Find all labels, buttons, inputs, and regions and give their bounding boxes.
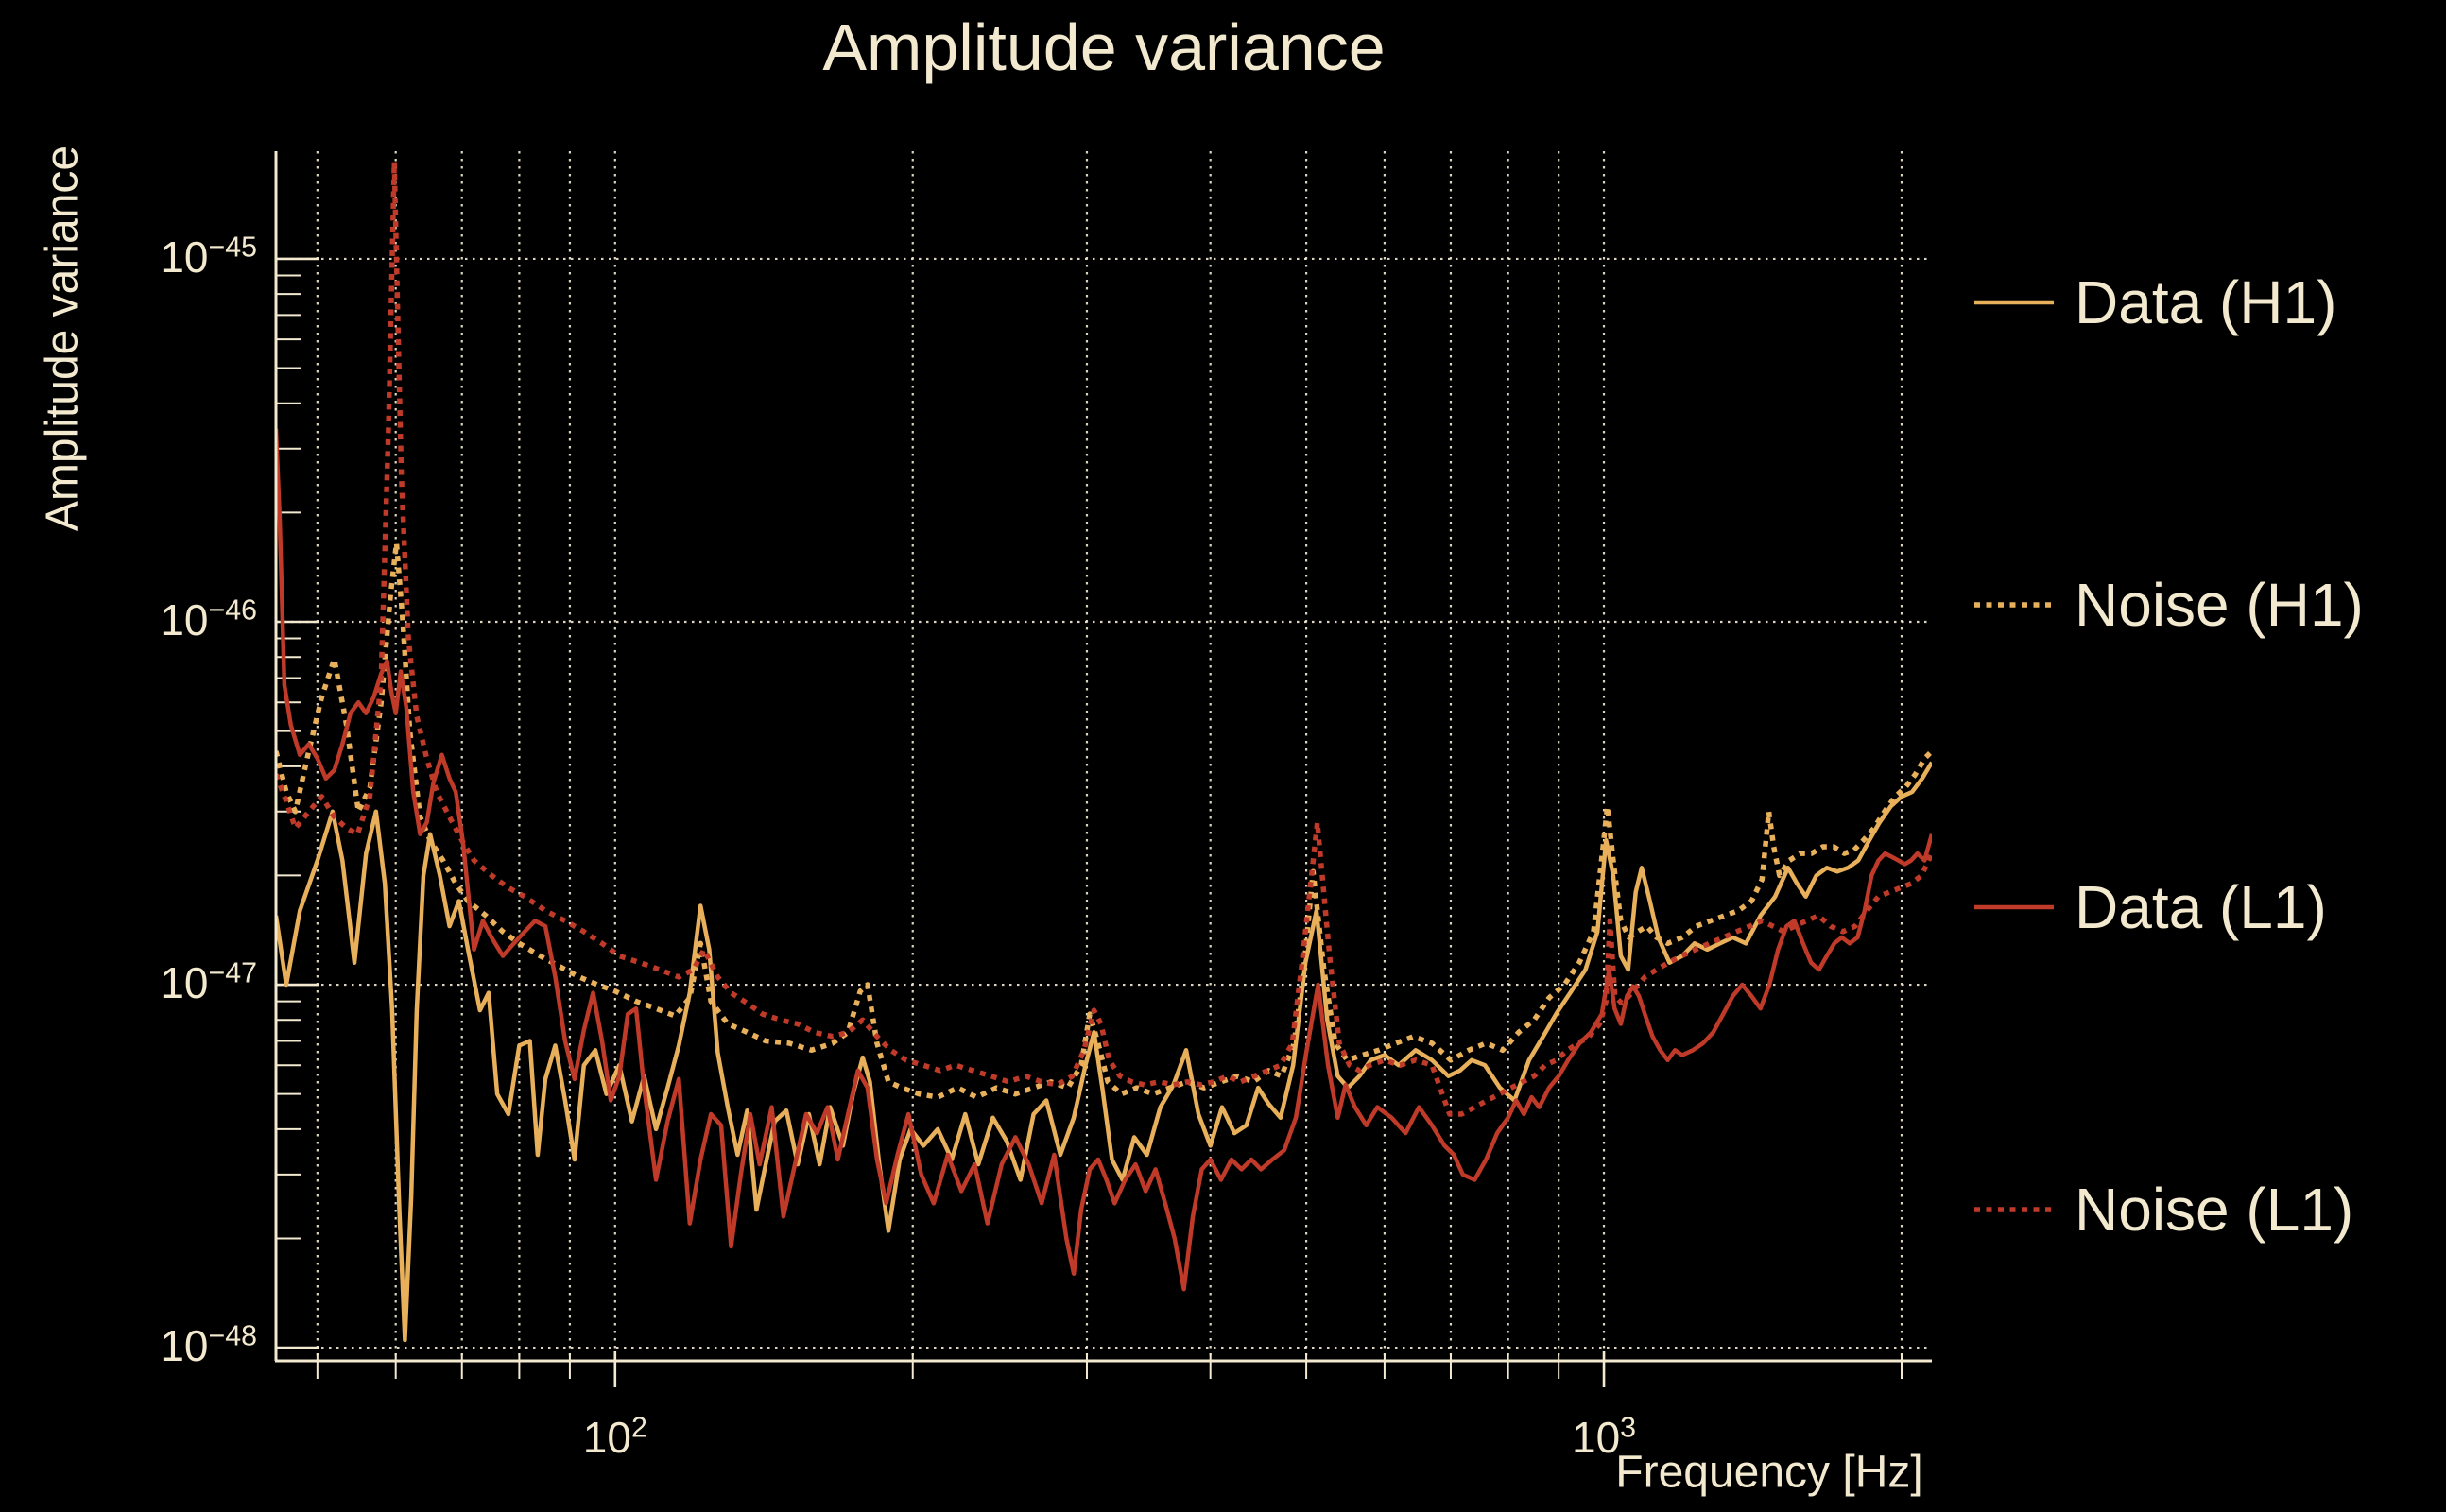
y-tick-label-1e-46: 10−46 [160, 594, 257, 644]
legend-line-sample [1974, 602, 2054, 608]
series-data-h1-line [276, 761, 1932, 1343]
y-tick-label-1e-48: 10−48 [160, 1320, 257, 1370]
series-data-l1-line [276, 428, 1932, 1292]
legend-item-data-h1-: Data (H1) [1972, 267, 2336, 337]
x-axis-label: Frequency [Hz] [1615, 1447, 1923, 1498]
legend-item-data-l1-: Data (L1) [1972, 872, 2327, 942]
y-tick-label-1e-45: 10−45 [160, 232, 257, 282]
x-tick-label-1e3: 103 [1572, 1412, 1637, 1462]
x-tick-label-1e2: 102 [582, 1412, 647, 1462]
legend-line-sample [1974, 1207, 2054, 1212]
chart-title: Amplitude variance [822, 10, 1386, 84]
legend-label: Noise (H1) [2075, 571, 2364, 639]
legend-line-sample [1974, 300, 2054, 305]
series-noise-h1-line [276, 540, 1932, 1100]
legend-label: Data (H1) [2075, 268, 2337, 336]
series-noise-l1-line [276, 159, 1932, 1117]
legend-label: Noise (L1) [2075, 1176, 2354, 1244]
legend-item-noise-l1-: Noise (L1) [1972, 1175, 2353, 1245]
legend-item-noise-h1-: Noise (H1) [1972, 570, 2364, 640]
legend-line-sample [1974, 904, 2054, 910]
legend-label: Data (L1) [2075, 873, 2327, 941]
y-tick-label-1e-47: 10−47 [160, 957, 257, 1007]
